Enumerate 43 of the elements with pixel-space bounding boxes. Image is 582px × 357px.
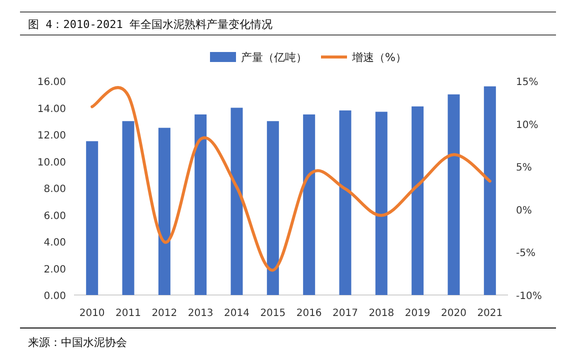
bar: [375, 112, 388, 295]
x-tick-label: 2012: [152, 308, 178, 319]
x-tick-label: 2016: [296, 308, 322, 319]
bar: [303, 114, 316, 295]
x-tick-label: 2011: [116, 308, 141, 319]
legend-label: 产量（亿吨）: [241, 51, 307, 64]
y-tick-label: 4.00: [44, 238, 66, 248]
y-tick-label: 14.00: [37, 104, 66, 115]
y2-tick-label: 0%: [516, 205, 532, 216]
bar: [194, 114, 207, 295]
y2-tick-label: -5%: [516, 248, 536, 260]
x-tick-label: 2021: [477, 308, 503, 319]
x-tick-label: 2017: [332, 308, 358, 319]
bar: [122, 121, 134, 295]
y2-tick-label: 15%: [516, 77, 538, 88]
x-tick-label: 2018: [368, 308, 394, 319]
bar: [86, 141, 98, 295]
x-tick-label: 2014: [224, 308, 250, 319]
y-tick-label: 8.00: [44, 184, 66, 195]
legend-label: 增速（%）: [351, 51, 406, 64]
bar: [230, 108, 243, 295]
bar: [448, 94, 460, 295]
bar: [412, 106, 424, 295]
x-tick-label: 2020: [441, 308, 466, 319]
bar: [266, 121, 279, 295]
y2-tick-label: 10%: [516, 120, 538, 131]
y2-tick-label: 5%: [516, 162, 532, 174]
bar: [339, 110, 352, 295]
y-tick-label: 12.00: [37, 130, 66, 142]
source-note: 来源：中国水泥协会: [28, 336, 127, 349]
x-tick-label: 2010: [79, 308, 105, 319]
bar: [484, 86, 496, 295]
y2-tick-label: -10%: [516, 291, 542, 302]
y-tick-label: 0.00: [44, 291, 66, 302]
x-tick-label: 2015: [260, 308, 286, 319]
x-tick-label: 2013: [188, 308, 214, 319]
y-tick-label: 6.00: [44, 210, 66, 222]
y-tick-label: 2.00: [44, 264, 66, 276]
y-tick-label: 10.00: [37, 157, 66, 168]
y-tick-label: 16.00: [37, 77, 66, 88]
chart-title: 图 4：2010-2021 年全国水泥熟料产量变化情况: [28, 18, 272, 31]
bar: [158, 128, 170, 295]
x-tick-label: 2019: [404, 308, 430, 319]
